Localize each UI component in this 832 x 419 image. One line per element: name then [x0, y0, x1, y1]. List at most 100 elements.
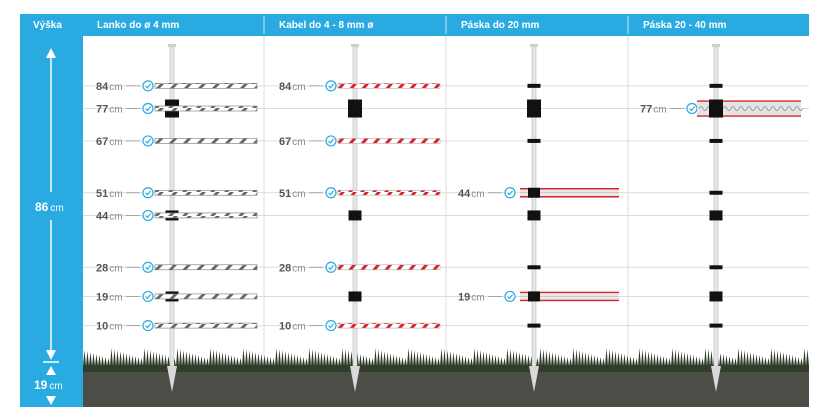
- check-mark: [145, 190, 152, 196]
- conductor-rope-28: 28cm: [96, 261, 258, 274]
- rope-wire: [154, 212, 258, 219]
- cable-wire: [337, 83, 441, 89]
- post-cap: [351, 44, 359, 47]
- height-label: 19cm: [96, 291, 123, 303]
- conductor-rope-77: 77cm: [96, 102, 258, 116]
- insulator-77: [527, 99, 541, 118]
- height-label: 28cm: [279, 262, 306, 274]
- check-mark: [328, 323, 335, 329]
- height-label: 77cm: [96, 104, 123, 116]
- insulator-44: [348, 210, 362, 221]
- ground-depth-label: 19 cm: [34, 378, 63, 392]
- rope-wire: [154, 189, 258, 196]
- check-mark: [145, 83, 152, 89]
- insulator-19: [709, 291, 723, 302]
- post-rod: [169, 45, 175, 367]
- conductor-rope-67: 67cm: [96, 135, 258, 148]
- height-label: 19cm: [458, 291, 485, 303]
- conductor-tape20-19: 19cm: [458, 290, 619, 303]
- column-dividers: [263, 36, 629, 356]
- insulator-84: [527, 83, 541, 88]
- conductor-rope-10: 10cm: [96, 320, 258, 333]
- ground-depth-arrow: [46, 366, 56, 405]
- post-cap: [712, 44, 720, 47]
- rope-wire: [154, 83, 258, 89]
- total-height-label: 86 cm: [35, 200, 64, 214]
- insulator-19: [348, 291, 362, 302]
- height-label: 51cm: [279, 188, 306, 200]
- check-icon: [325, 135, 337, 147]
- insulator-44: [527, 210, 541, 221]
- total-height-arrow: [43, 48, 59, 363]
- insulator-67: [709, 138, 723, 143]
- post-spike: [167, 366, 177, 392]
- check-mark: [145, 213, 152, 219]
- check-icon: [142, 209, 154, 222]
- height-label: 10cm: [96, 321, 123, 333]
- conductor-rope-84: 84cm: [96, 80, 258, 93]
- post-rod: [713, 45, 719, 367]
- rope-wire: [154, 322, 258, 329]
- conductor-rope-19: 19cm: [96, 290, 258, 303]
- height-label: 10cm: [279, 321, 306, 333]
- check-mark: [145, 138, 152, 144]
- insulator-77: [348, 99, 362, 118]
- cable-wire: [337, 138, 441, 144]
- conductor-cable-51: 51cm: [279, 187, 441, 200]
- check-icon: [325, 261, 337, 273]
- check-mark: [328, 83, 335, 89]
- insulator-28: [709, 265, 723, 270]
- conductor-tape40-77: 77cm: [640, 99, 804, 118]
- conductor-cable-84: 84cm: [279, 80, 441, 93]
- height-label: 28cm: [96, 262, 123, 274]
- post-rod: [352, 45, 358, 367]
- post-cap: [168, 44, 176, 47]
- height-label: 44cm: [458, 188, 485, 200]
- header-dividers: [263, 16, 629, 34]
- column-title-rope: Lanko do ø 4 mm: [97, 20, 179, 31]
- rope-wire: [154, 264, 258, 271]
- check-mark: [328, 138, 335, 144]
- check-icon: [142, 290, 154, 303]
- height-label: 84cm: [96, 81, 123, 93]
- grass: [83, 348, 811, 372]
- grass-blades: [83, 348, 811, 372]
- check-mark: [145, 264, 152, 271]
- check-mark: [145, 323, 152, 329]
- insulator-28: [527, 265, 541, 270]
- check-mark: [145, 106, 152, 112]
- rope-wire: [154, 105, 258, 112]
- check-mark: [507, 190, 514, 196]
- cable-wire: [337, 322, 441, 329]
- post-cable: [348, 44, 362, 392]
- conductor-rope-51: 51cm: [96, 187, 258, 200]
- rope-wire: [154, 138, 258, 144]
- rope-wire: [154, 293, 258, 300]
- height-label: 67cm: [96, 136, 123, 148]
- column-title-tape-20: Páska do 20 mm: [461, 20, 539, 31]
- check-icon: [325, 80, 337, 92]
- check-icon: [686, 102, 698, 115]
- check-mark: [507, 294, 514, 300]
- check-icon: [142, 320, 154, 332]
- cable-wire: [337, 264, 441, 271]
- check-mark: [328, 264, 335, 271]
- conductor-tape20-44: 44cm: [458, 187, 619, 200]
- check-mark: [328, 190, 335, 196]
- column-title-tape-40: Páska 20 - 40 mm: [643, 20, 726, 31]
- post-spike: [350, 366, 360, 392]
- insulator-84: [709, 83, 723, 88]
- check-icon: [325, 187, 337, 199]
- check-icon: [142, 102, 154, 115]
- check-icon: [142, 187, 154, 199]
- check-mark: [145, 294, 152, 300]
- height-label: 44cm: [96, 210, 123, 222]
- axis-header-label: Výška: [33, 20, 62, 31]
- check-icon: [325, 320, 337, 332]
- column-title-cable: Kabel do 4 - 8 mm ø: [279, 20, 374, 31]
- insulator-10: [527, 323, 541, 328]
- post-spike: [529, 366, 539, 392]
- height-label: 67cm: [279, 136, 306, 148]
- post-cap: [530, 44, 538, 47]
